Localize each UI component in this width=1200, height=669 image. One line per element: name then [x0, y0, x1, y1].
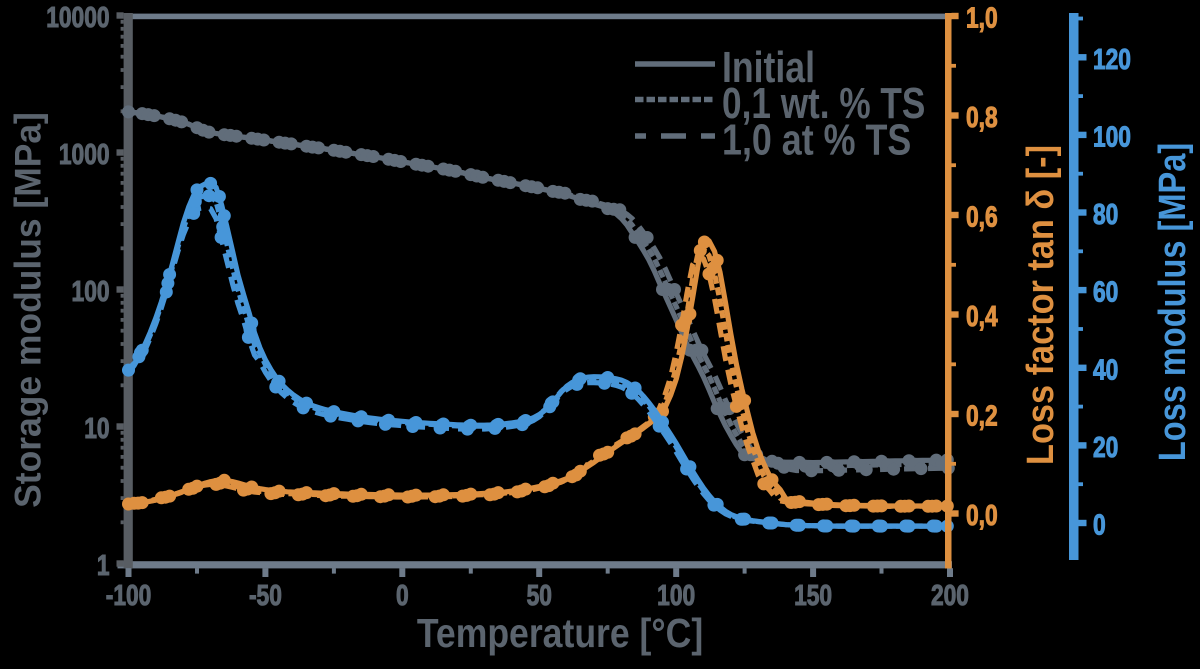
svg-text:200: 200	[931, 578, 969, 611]
svg-text:50: 50	[527, 578, 552, 611]
svg-text:100: 100	[1093, 120, 1131, 153]
svg-text:0: 0	[1093, 508, 1106, 541]
svg-text:0,8: 0,8	[966, 100, 998, 133]
svg-text:20: 20	[1093, 430, 1118, 463]
svg-text:0,2: 0,2	[966, 399, 998, 432]
svg-text:Initial: Initial	[722, 44, 815, 92]
svg-text:Temperature [°C]: Temperature [°C]	[417, 611, 703, 657]
svg-text:Storage modulus [MPa]: Storage modulus [MPa]	[7, 112, 49, 508]
svg-text:1,0 at % TS: 1,0 at % TS	[722, 115, 911, 164]
svg-text:0,1 wt. % TS: 0,1 wt. % TS	[722, 79, 925, 128]
svg-text:100: 100	[72, 274, 110, 307]
svg-text:Loss modulus [MPa]: Loss modulus [MPa]	[1152, 143, 1194, 461]
svg-text:1: 1	[97, 548, 110, 581]
svg-text:10000: 10000	[46, 0, 109, 33]
svg-text:150: 150	[794, 578, 832, 611]
svg-text:-50: -50	[249, 578, 282, 611]
svg-text:Loss factor tan δ [-]: Loss factor tan δ [-]	[1018, 145, 1061, 465]
svg-text:120: 120	[1093, 42, 1131, 75]
svg-text:80: 80	[1093, 197, 1118, 230]
svg-text:1000: 1000	[59, 137, 110, 170]
svg-text:0,4: 0,4	[966, 299, 998, 332]
svg-text:0,6: 0,6	[966, 200, 998, 233]
svg-text:10: 10	[84, 411, 109, 444]
svg-text:100: 100	[657, 578, 695, 611]
svg-text:60: 60	[1093, 275, 1118, 308]
svg-text:1,0: 1,0	[966, 1, 998, 34]
svg-text:0,0: 0,0	[966, 498, 998, 531]
svg-text:-100: -100	[106, 578, 152, 611]
svg-text:0: 0	[396, 578, 409, 611]
svg-text:40: 40	[1093, 353, 1118, 386]
